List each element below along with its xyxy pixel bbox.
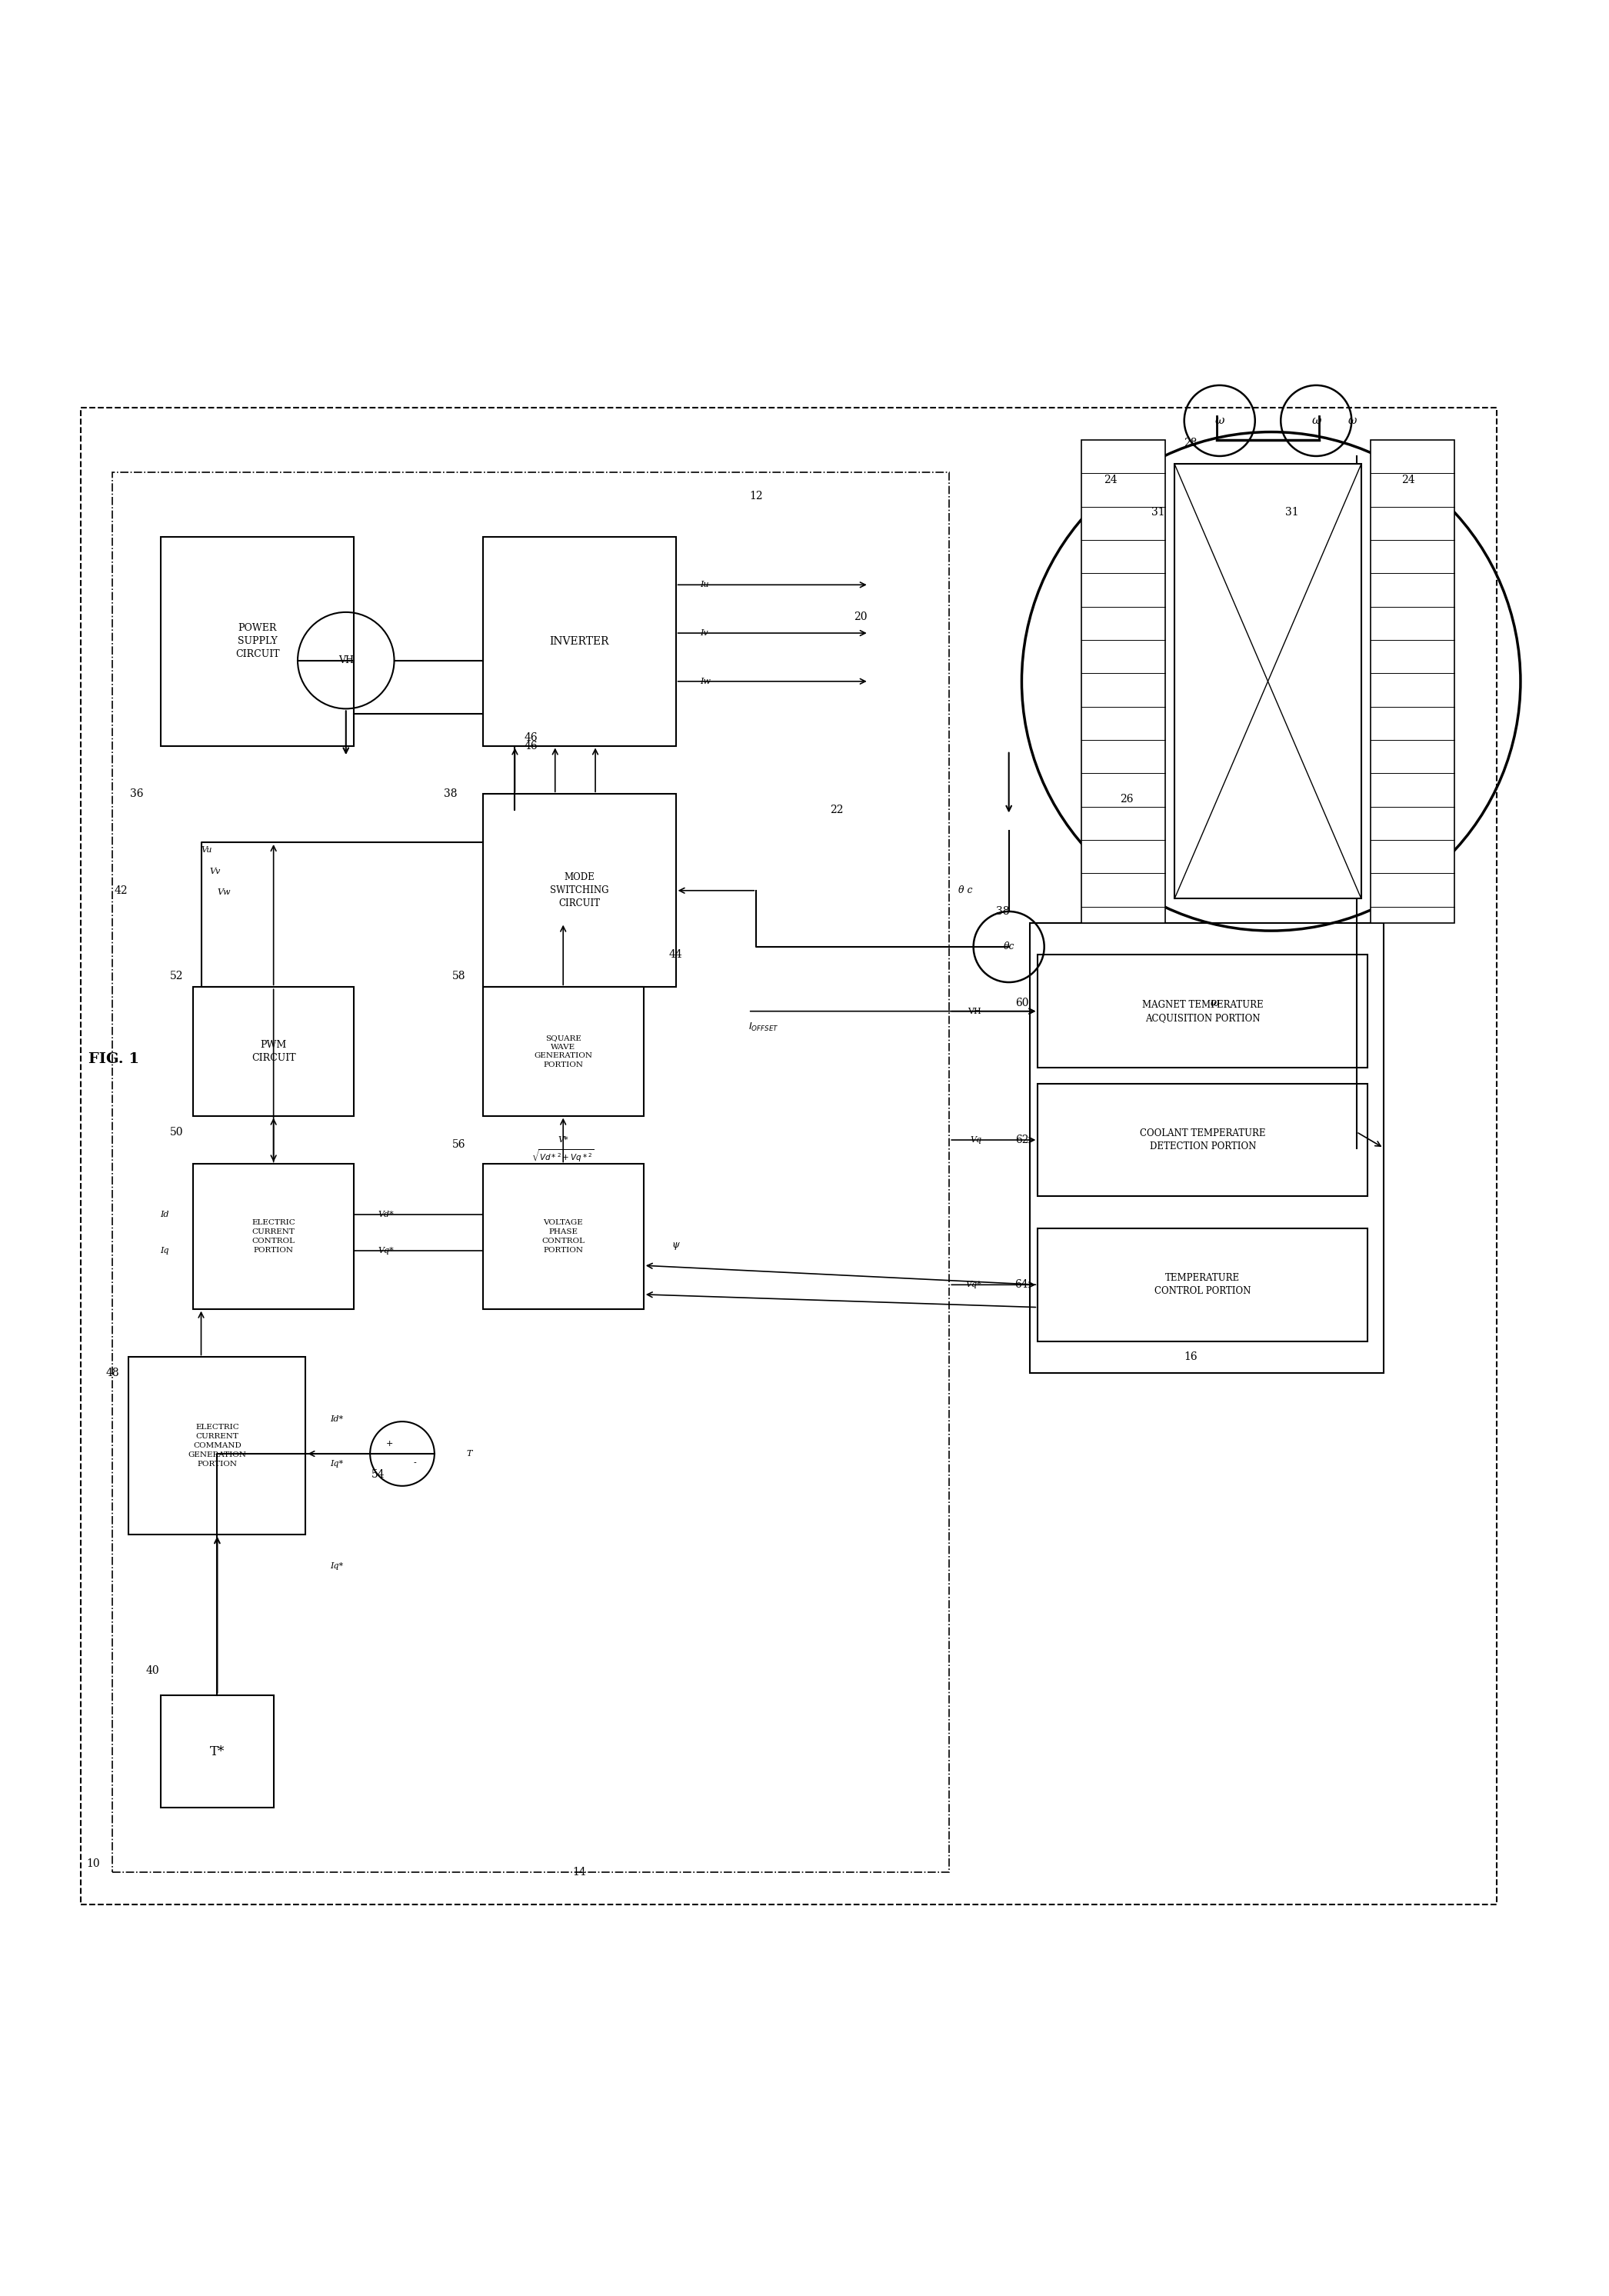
Text: 10: 10 — [87, 1860, 100, 1869]
Text: ω: ω — [1215, 416, 1224, 427]
Text: MAGNET TEMPERATURE
ACQUISITION PORTION: MAGNET TEMPERATURE ACQUISITION PORTION — [1142, 999, 1263, 1022]
Text: 40: 40 — [146, 1665, 159, 1676]
Text: Id: Id — [161, 1210, 169, 1219]
Text: 44: 44 — [669, 951, 682, 960]
Text: MODE
SWITCHING
CIRCUIT: MODE SWITCHING CIRCUIT — [550, 872, 608, 909]
Text: FIG. 1: FIG. 1 — [88, 1052, 140, 1065]
Text: 60: 60 — [1015, 999, 1028, 1008]
Text: Iu: Iu — [700, 581, 708, 588]
Text: 16: 16 — [1184, 1352, 1197, 1362]
Text: Vw: Vw — [217, 889, 230, 895]
Text: ω: ω — [1311, 416, 1321, 427]
Text: Iw: Iw — [700, 677, 711, 684]
FancyBboxPatch shape — [193, 1164, 354, 1309]
Text: Iv: Iv — [700, 629, 708, 636]
Text: 20: 20 — [854, 611, 867, 622]
Text: INVERTER: INVERTER — [549, 636, 610, 647]
Text: 64: 64 — [1015, 1279, 1028, 1290]
Text: 26: 26 — [1120, 794, 1133, 804]
Text: ELECTRIC
CURRENT
CONTROL
PORTION: ELECTRIC CURRENT CONTROL PORTION — [251, 1219, 296, 1254]
Text: 58: 58 — [452, 971, 465, 980]
Text: θ c: θ c — [959, 886, 972, 895]
Text: 38: 38 — [444, 788, 457, 799]
Text: 28: 28 — [1184, 439, 1197, 448]
Text: 48: 48 — [106, 1368, 119, 1378]
Text: TEMPERATURE
CONTROL PORTION: TEMPERATURE CONTROL PORTION — [1155, 1274, 1250, 1297]
Text: 24: 24 — [1104, 475, 1117, 484]
Text: Iq*: Iq* — [330, 1460, 343, 1467]
Text: VH: VH — [969, 1008, 981, 1015]
Text: 46: 46 — [525, 739, 537, 751]
FancyBboxPatch shape — [1038, 1084, 1368, 1196]
Text: 62: 62 — [1015, 1134, 1028, 1146]
Text: 31: 31 — [1152, 507, 1165, 519]
Text: Id*: Id* — [330, 1414, 343, 1424]
Text: V*: V* — [558, 1137, 568, 1143]
Text: ω: ω — [1210, 999, 1220, 1008]
Text: 14: 14 — [573, 1867, 586, 1878]
Text: T*: T* — [209, 1745, 225, 1759]
Text: 46: 46 — [525, 732, 537, 744]
Text: 50: 50 — [171, 1127, 183, 1137]
Text: SQUARE
WAVE
GENERATION
PORTION: SQUARE WAVE GENERATION PORTION — [534, 1035, 592, 1068]
FancyBboxPatch shape — [483, 987, 644, 1116]
FancyBboxPatch shape — [483, 794, 676, 987]
FancyBboxPatch shape — [1038, 1228, 1368, 1341]
FancyBboxPatch shape — [1371, 441, 1455, 923]
FancyBboxPatch shape — [483, 1164, 644, 1309]
Text: 42: 42 — [114, 886, 127, 895]
Text: ELECTRIC
CURRENT
COMMAND
GENERATION
PORTION: ELECTRIC CURRENT COMMAND GENERATION PORT… — [188, 1424, 246, 1467]
Text: Vq: Vq — [970, 1137, 981, 1143]
Text: Vd*: Vd* — [378, 1210, 394, 1219]
FancyBboxPatch shape — [1081, 441, 1165, 923]
FancyBboxPatch shape — [161, 537, 354, 746]
FancyBboxPatch shape — [483, 537, 676, 746]
Text: 12: 12 — [750, 491, 763, 503]
Text: $I_{OFFSET}$: $I_{OFFSET}$ — [748, 1022, 779, 1033]
Text: T: T — [467, 1449, 473, 1458]
Text: 38: 38 — [996, 907, 1009, 916]
Text: ω: ω — [1348, 416, 1356, 427]
FancyBboxPatch shape — [1175, 464, 1361, 898]
FancyBboxPatch shape — [1038, 955, 1368, 1068]
Text: Vq*: Vq* — [378, 1247, 394, 1256]
Text: 54: 54 — [372, 1469, 385, 1481]
FancyBboxPatch shape — [161, 1694, 274, 1807]
Text: 24: 24 — [1401, 475, 1414, 484]
FancyBboxPatch shape — [193, 987, 354, 1116]
Text: VH: VH — [338, 654, 354, 666]
Text: ψ: ψ — [673, 1240, 679, 1249]
Text: POWER
SUPPLY
CIRCUIT: POWER SUPPLY CIRCUIT — [235, 622, 280, 659]
Text: 36: 36 — [130, 788, 143, 799]
Text: Iq: Iq — [161, 1247, 169, 1256]
Text: COOLANT TEMPERATURE
DETECTION PORTION: COOLANT TEMPERATURE DETECTION PORTION — [1139, 1127, 1266, 1153]
Text: VOLTAGE
PHASE
CONTROL
PORTION: VOLTAGE PHASE CONTROL PORTION — [542, 1219, 584, 1254]
Text: θc: θc — [1004, 941, 1014, 953]
Text: Vu: Vu — [201, 847, 212, 854]
Text: 22: 22 — [830, 804, 843, 815]
Text: +: + — [386, 1440, 393, 1449]
Text: Vq*: Vq* — [965, 1281, 981, 1288]
Text: 52: 52 — [171, 971, 183, 980]
Text: -: - — [414, 1460, 417, 1467]
Text: 31: 31 — [1286, 507, 1298, 519]
Text: Iq*: Iq* — [330, 1564, 343, 1570]
Text: $\sqrt{Vd*^2+Vq*^2}$: $\sqrt{Vd*^2+Vq*^2}$ — [531, 1148, 595, 1164]
Text: Vv: Vv — [209, 868, 220, 875]
FancyBboxPatch shape — [129, 1357, 306, 1534]
Text: 56: 56 — [452, 1139, 465, 1150]
Text: PWM
CIRCUIT: PWM CIRCUIT — [251, 1040, 296, 1063]
